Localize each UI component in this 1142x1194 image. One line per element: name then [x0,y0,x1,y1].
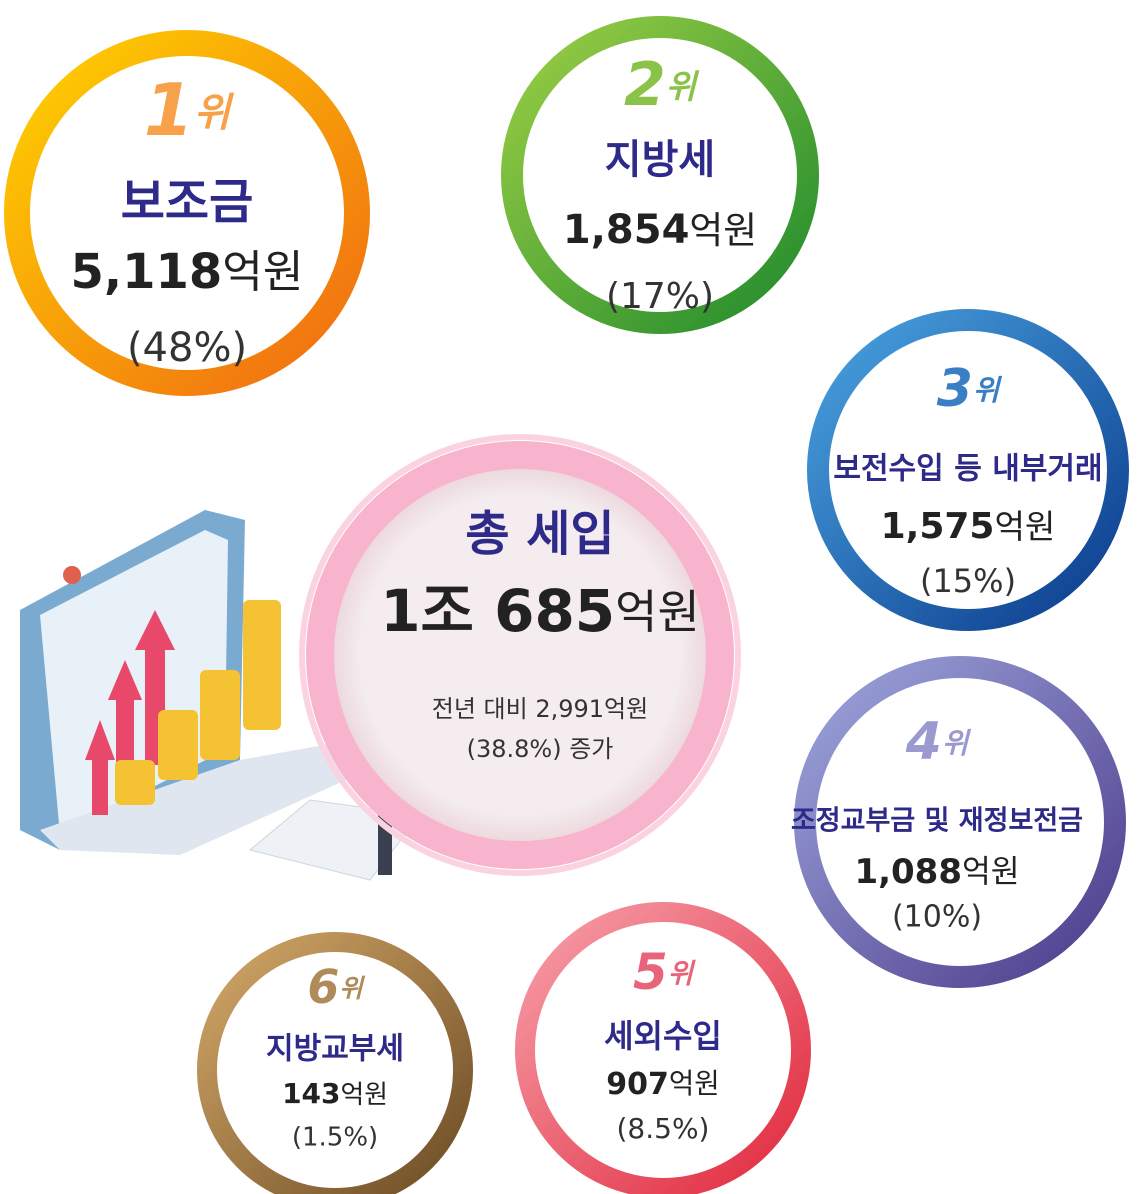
center-amount: 1조 685억원 [380,577,700,645]
item-share: (10%) [892,900,982,935]
amount-unit: 억원 [962,854,1020,890]
item-amount: 1,088억원 [854,852,1019,892]
amount-number: 1,854 [563,207,690,253]
center-amount-unit: 억원 [615,585,700,639]
amount-unit: 억원 [689,209,757,252]
item-share: (8.5%) [617,1112,710,1145]
center-amount-number: 1조 685 [380,577,615,645]
rank-number: 5 [633,943,668,1001]
rank-suffix: 위 [194,90,235,136]
amount-number: 907 [606,1067,669,1102]
center-title: 총 세입 [465,506,614,562]
rank-suffix: 위 [666,67,700,106]
center-note: 전년 대비 2,991억원 [432,695,648,723]
rank-suffix: 위 [339,974,365,1003]
rank-number: 4 [905,712,942,772]
item-amount: 5,118억원 [70,244,303,300]
amount-number: 143 [282,1077,340,1110]
amount-number: 5,118 [70,244,222,300]
amount-unit: 억원 [669,1067,720,1100]
amount-unit: 억원 [222,247,303,298]
rank-suffix: 위 [668,958,697,990]
rank-suffix: 위 [942,726,972,760]
rank-number: 3 [937,359,973,419]
item-name: 보전수입 등 내부거래 [833,452,1102,487]
item-share: (1.5%) [292,1123,378,1153]
item-share: (17%) [606,276,714,317]
rank-suffix: 위 [973,373,1003,407]
infographic: 총 세입1조 685억원전년 대비 2,991억원(38.8%) 증가1위보조금… [0,0,1142,1194]
amount-number: 1,575 [881,506,995,547]
item-amount: 143억원 [282,1077,388,1110]
center-note: (38.8%) 증가 [467,735,614,763]
item-amount: 1,575억원 [881,506,1056,547]
rank-number: 6 [307,960,339,1014]
rank-number: 2 [624,50,666,120]
amount-unit: 억원 [994,507,1055,546]
item-share: (48%) [127,325,247,371]
item-name: 조정교부금 및 재정보전금 [791,806,1083,837]
item-name: 세외수입 [604,1017,722,1055]
item-name: 지방교부세 [266,1032,404,1067]
amount-unit: 억원 [341,1080,388,1110]
amount-number: 1,088 [854,852,962,892]
item-amount: 1,854억원 [563,207,757,253]
item-name: 지방세 [605,137,715,183]
rank-number: 1 [144,68,194,152]
item-share: (15%) [920,562,1016,600]
item-amount: 907억원 [606,1067,719,1102]
item-name: 보조금 [121,174,253,230]
